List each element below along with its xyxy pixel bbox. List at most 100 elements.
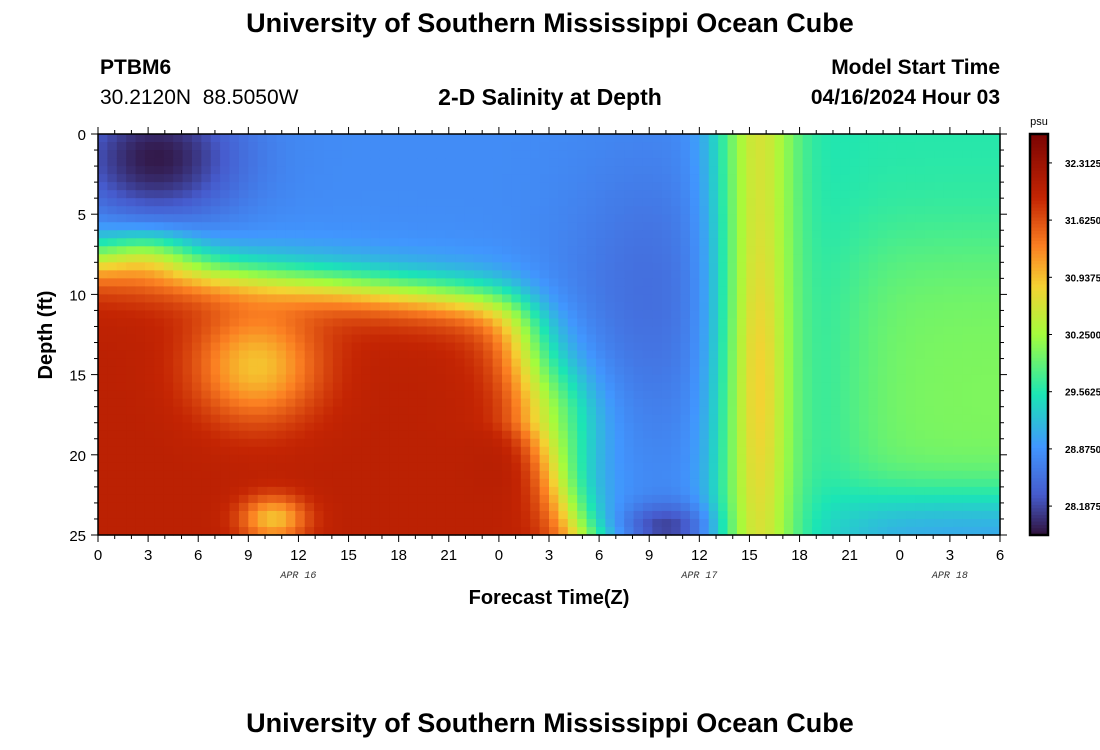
- heatmap-cell: [445, 446, 456, 456]
- heatmap-cell: [689, 390, 700, 400]
- heatmap-cell: [351, 254, 362, 263]
- heatmap-cell: [915, 230, 926, 239]
- heatmap-cell: [943, 494, 954, 504]
- heatmap-cell: [642, 294, 653, 304]
- heatmap-cell: [473, 182, 484, 191]
- heatmap-cell: [238, 390, 249, 400]
- heatmap-cell: [417, 294, 428, 304]
- heatmap-cell: [661, 414, 672, 424]
- heatmap-cell: [426, 446, 437, 456]
- heatmap-cell: [868, 494, 879, 504]
- heatmap-cell: [408, 390, 419, 400]
- heatmap-cell: [981, 222, 992, 231]
- heatmap-cell: [502, 190, 513, 199]
- heatmap-cell: [248, 286, 259, 295]
- heatmap-cell: [577, 526, 588, 536]
- heatmap-cell: [502, 134, 513, 143]
- heatmap-cell: [332, 510, 343, 520]
- heatmap-cell: [229, 134, 240, 143]
- heatmap-cell: [595, 294, 606, 304]
- heatmap-cell: [840, 278, 851, 287]
- heatmap-cell: [840, 438, 851, 448]
- heatmap-cell: [182, 526, 193, 536]
- heatmap-cell: [652, 358, 663, 368]
- heatmap-cell: [342, 230, 353, 239]
- heatmap-cell: [135, 366, 146, 376]
- heatmap-cell: [520, 390, 531, 400]
- heatmap-cell: [445, 286, 456, 295]
- heatmap-cell: [417, 318, 428, 328]
- heatmap-cell: [191, 150, 202, 159]
- heatmap-cell: [633, 302, 644, 312]
- heatmap-cell: [746, 454, 757, 464]
- heatmap-cell: [812, 286, 823, 295]
- heatmap-cell: [379, 510, 390, 520]
- heatmap-cell: [633, 158, 644, 167]
- heatmap-cell: [126, 230, 137, 239]
- heatmap-cell: [238, 342, 249, 352]
- heatmap-cell: [351, 406, 362, 416]
- heatmap-cell: [351, 182, 362, 191]
- heatmap-cell: [464, 142, 475, 151]
- heatmap-cell: [605, 262, 616, 271]
- heatmap-cell: [633, 270, 644, 279]
- heatmap-cell: [774, 174, 785, 183]
- heatmap-cell: [671, 190, 682, 199]
- heatmap-cell: [727, 190, 738, 199]
- heatmap-cell: [182, 166, 193, 175]
- heatmap-cell: [680, 166, 691, 175]
- heatmap-cell: [473, 358, 484, 368]
- heatmap-cell: [567, 342, 578, 352]
- heatmap-cell: [896, 262, 907, 271]
- heatmap-cell: [708, 518, 719, 528]
- heatmap-cell: [689, 278, 700, 287]
- heatmap-cell: [455, 374, 466, 384]
- heatmap-cell: [163, 350, 174, 360]
- heatmap-cell: [295, 406, 306, 416]
- heatmap-cell: [361, 294, 372, 304]
- heatmap-cell: [173, 518, 184, 528]
- heatmap-cell: [276, 318, 287, 328]
- heatmap-cell: [144, 150, 155, 159]
- heatmap-cell: [652, 254, 663, 263]
- heatmap-cell: [689, 214, 700, 223]
- heatmap-cell: [953, 174, 964, 183]
- heatmap-cell: [755, 406, 766, 416]
- heatmap-cell: [351, 294, 362, 304]
- heatmap-cell: [220, 182, 231, 191]
- heatmap-cell: [464, 158, 475, 167]
- heatmap-cell: [455, 286, 466, 295]
- heatmap-cell: [511, 350, 522, 360]
- heatmap-cell: [332, 358, 343, 368]
- heatmap-cell: [727, 518, 738, 528]
- heatmap-cell: [530, 334, 541, 344]
- heatmap-cell: [849, 230, 860, 239]
- heatmap-cell: [652, 462, 663, 472]
- heatmap-cell: [408, 286, 419, 295]
- heatmap-cell: [868, 406, 879, 416]
- heatmap-cell: [116, 198, 127, 207]
- heatmap-cell: [502, 406, 513, 416]
- heatmap-cell: [182, 318, 193, 328]
- heatmap-cell: [558, 342, 569, 352]
- heatmap-cell: [849, 510, 860, 520]
- heatmap-cell: [755, 366, 766, 376]
- heatmap-cell: [389, 526, 400, 536]
- heatmap-cell: [408, 422, 419, 432]
- heatmap-cell: [332, 302, 343, 312]
- heatmap-cell: [436, 350, 447, 360]
- heatmap-cell: [924, 350, 935, 360]
- heatmap-cell: [135, 510, 146, 520]
- heatmap-cell: [783, 270, 794, 279]
- heatmap-cell: [98, 510, 108, 520]
- heatmap-cell: [210, 510, 221, 520]
- heatmap-cell: [671, 182, 682, 191]
- heatmap-cell: [220, 390, 231, 400]
- heatmap-cell: [953, 222, 964, 231]
- heatmap-cell: [821, 430, 832, 440]
- heatmap-cell: [370, 374, 381, 384]
- heatmap-cell: [473, 510, 484, 520]
- heatmap-cell: [567, 158, 578, 167]
- heatmap-cell: [934, 446, 945, 456]
- x-tick-label: 0: [896, 547, 904, 564]
